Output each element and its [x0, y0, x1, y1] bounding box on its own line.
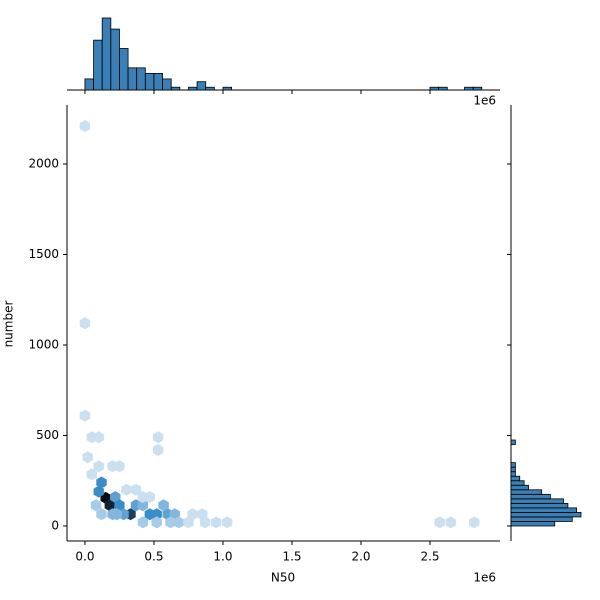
hexbin [93, 460, 104, 473]
x-hist-bar [464, 86, 474, 91]
x-hist-bar [93, 39, 103, 91]
y-hist-bar [510, 498, 564, 504]
x-tick-label: 1.0 [213, 550, 232, 564]
hexbin [79, 120, 91, 132]
hexbin [93, 485, 104, 498]
hexbin [151, 508, 162, 521]
y-hist-bar [510, 489, 543, 495]
y-tick-label: 1500 [28, 247, 59, 261]
hexbin [96, 476, 107, 489]
y-hist-bar [510, 516, 573, 522]
hexbin [144, 491, 155, 503]
x-hist-bar [472, 86, 483, 91]
y-axis-label: number [2, 301, 16, 348]
hexbin [86, 468, 97, 481]
y-hist-bar [510, 507, 578, 513]
y-tick-label: 500 [36, 428, 59, 442]
x-tick-label: 1.5 [282, 550, 301, 564]
hexbin [137, 516, 149, 529]
hexbin [130, 483, 142, 496]
x-hist-bar [153, 72, 163, 91]
hexbin [137, 499, 149, 512]
hexbin [158, 499, 169, 512]
hexbin [152, 431, 164, 444]
hexbin [96, 508, 107, 521]
hexbin [199, 516, 211, 529]
x-hist-bar [188, 86, 198, 91]
x-hist-bar [205, 86, 215, 91]
x-hist-bar [429, 86, 440, 91]
hexbin [114, 499, 125, 512]
hexbin [107, 508, 118, 521]
hexbin [79, 317, 91, 330]
y-tick-label: 1000 [28, 337, 59, 351]
hexbin [90, 499, 102, 512]
y-tick-label: 2000 [28, 157, 59, 171]
hexbin [82, 451, 93, 464]
y-hist-bar [510, 493, 551, 500]
hexbin [169, 508, 180, 521]
x-hist-bar [136, 67, 146, 91]
hexbin [152, 444, 164, 456]
hexbin [93, 431, 104, 444]
x-offset-label-top: 1e6 [473, 94, 496, 108]
x-hist-bar [162, 78, 172, 91]
hexbin [114, 460, 125, 473]
y-hist-bar [510, 471, 516, 477]
x-offset-label: 1e6 [473, 571, 496, 585]
hexbin [110, 491, 121, 503]
x-tick-label: 0.0 [75, 550, 94, 564]
y-hist-bar [510, 512, 582, 518]
x-hist-bar [144, 72, 155, 91]
y-hist-bar [510, 521, 556, 527]
x-hist-bar [438, 86, 448, 91]
y-hist-bar [510, 484, 529, 491]
hexbin [445, 516, 456, 529]
x-hist-bar [170, 86, 181, 91]
y-hist-bar [510, 466, 516, 473]
hexbin [183, 516, 194, 529]
x-hist-bar [110, 28, 120, 91]
hexbin [434, 516, 445, 529]
y-hist-bar [510, 439, 516, 445]
hexbin [187, 508, 198, 521]
hexbin [151, 516, 162, 529]
hexbin [221, 516, 233, 529]
hexbin [173, 516, 184, 529]
x-tick-label: 0.5 [144, 550, 163, 564]
y-hist-bar [510, 462, 516, 468]
y-hist-bar [510, 502, 569, 509]
x-tick-label: 2.5 [420, 550, 439, 564]
x-hist-bar [101, 17, 112, 91]
y-tick-label: 0 [51, 518, 59, 532]
hexbin [210, 516, 222, 529]
y-hist-bar [510, 480, 525, 486]
hexbin [165, 516, 176, 529]
y-hist-bar [510, 475, 521, 482]
x-hist-bar [222, 86, 233, 91]
x-hist-bar [196, 81, 207, 91]
hexbin [469, 516, 480, 529]
x-axis-label: N50 [271, 571, 295, 585]
x-hist-bar [119, 48, 129, 91]
x-tick-label: 2.0 [351, 550, 370, 564]
hexbin [79, 409, 91, 422]
hexbin [104, 499, 115, 512]
hexbin [121, 483, 132, 496]
x-hist-bar [127, 67, 138, 91]
x-hist-bar [84, 78, 94, 91]
